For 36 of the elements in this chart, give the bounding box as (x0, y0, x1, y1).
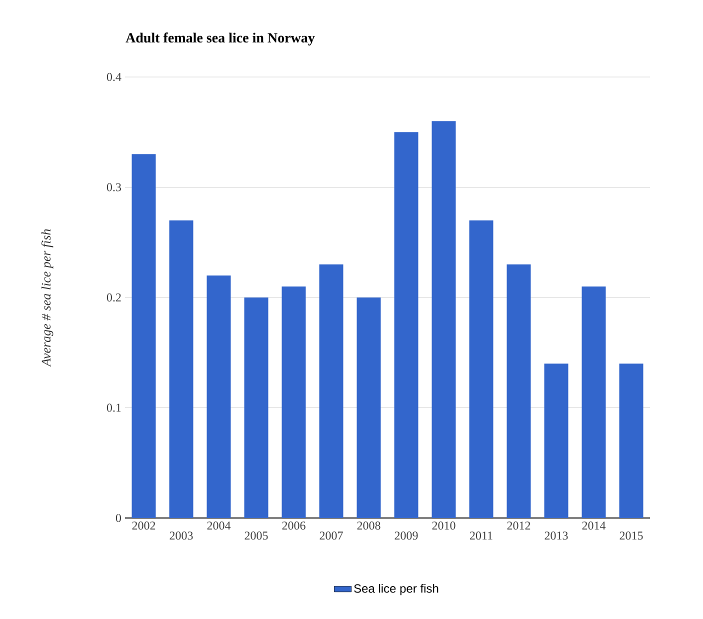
x-tick-label: 2015 (620, 532, 643, 540)
y-tick-label: 0.3 (106, 183, 122, 192)
x-tick-label: 2010 (432, 522, 456, 530)
y-tick-label: 0.2 (106, 293, 121, 302)
legend-label: Sea lice per fish (354, 584, 438, 596)
x-tick-label: 2009 (394, 532, 418, 540)
bar (244, 298, 268, 518)
x-tick-label: 2003 (170, 532, 193, 540)
bar (506, 264, 531, 518)
x-tick-label: 2007 (320, 532, 343, 540)
bar (544, 364, 568, 518)
bar (432, 121, 456, 518)
y-axis-title: Average # sea lice per fish (41, 229, 54, 367)
bar (206, 275, 231, 518)
bar (394, 132, 418, 518)
y-tick-label: 0.1 (106, 404, 121, 412)
x-tick-label: 2006 (282, 522, 306, 530)
x-tick-label: 2012 (507, 522, 530, 530)
y-tick-label: 0.4 (106, 72, 122, 82)
bar (282, 286, 306, 518)
x-tick-label: 2002 (132, 522, 156, 530)
x-tick-label: 2013 (544, 532, 568, 540)
x-tick-label: 2014 (582, 522, 606, 530)
x-tick-label: 2005 (244, 532, 268, 540)
x-tick-label: 2008 (357, 522, 380, 530)
chart-title: Adult female sea lice in Norway (126, 32, 315, 46)
x-tick-label: 2011 (470, 532, 492, 540)
bar (319, 264, 344, 518)
bar (469, 220, 494, 518)
bar (619, 364, 644, 518)
bar (169, 220, 194, 518)
bar (356, 298, 381, 518)
x-tick-label: 2004 (207, 522, 231, 530)
y-tick-label: 0 (116, 514, 122, 522)
bar (132, 154, 156, 518)
bar (582, 286, 606, 518)
